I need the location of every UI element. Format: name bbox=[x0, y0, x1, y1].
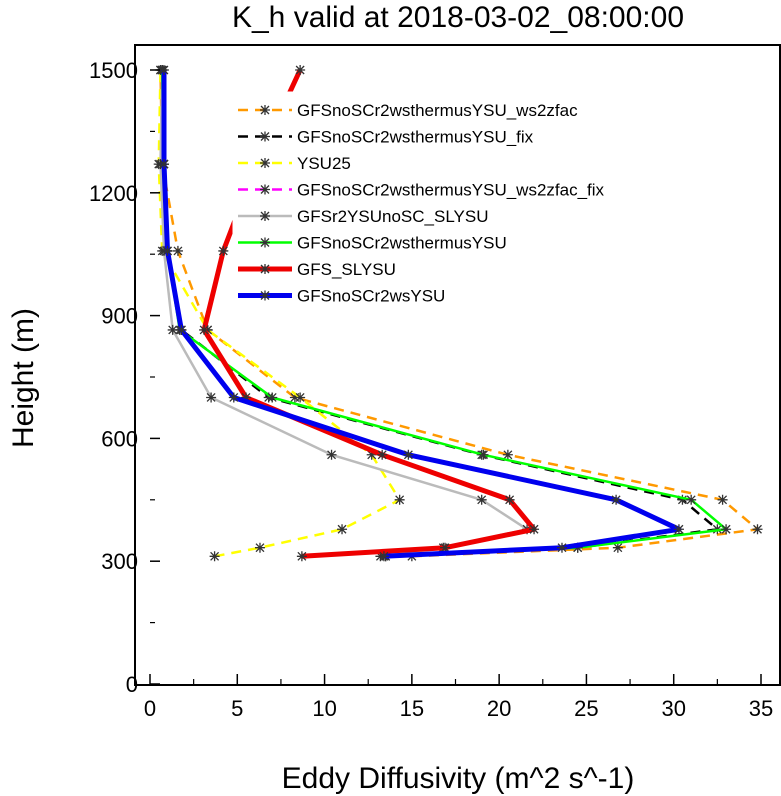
legend-label: GFSnoSCr2wsYSU bbox=[297, 287, 445, 306]
data-point bbox=[394, 494, 405, 505]
y-tick-label: 0 bbox=[126, 672, 138, 697]
legend-marker bbox=[260, 184, 270, 195]
y-tick-label: 1200 bbox=[89, 181, 138, 206]
x-tick-label: 0 bbox=[144, 696, 156, 721]
data-point bbox=[611, 494, 622, 505]
data-point bbox=[295, 392, 306, 403]
data-point bbox=[440, 542, 451, 553]
series-line-GFSnoSCr2wsYSU bbox=[161, 70, 682, 559]
data-point bbox=[206, 392, 217, 403]
x-tick-label: 10 bbox=[312, 696, 336, 721]
legend-label: GFSnoSCr2wsthermusYSU_ws2zfac bbox=[297, 101, 578, 120]
data-point bbox=[403, 449, 414, 460]
data-point bbox=[612, 542, 623, 553]
data-point bbox=[172, 245, 183, 256]
data-point bbox=[267, 392, 278, 403]
x-axis-label: Eddy Diffusivity (m^2 s^-1) bbox=[282, 762, 635, 795]
legend-marker bbox=[260, 105, 270, 115]
data-point bbox=[326, 449, 337, 460]
data-point bbox=[378, 551, 389, 562]
y-tick-label: 600 bbox=[101, 426, 138, 451]
data-point bbox=[752, 524, 763, 535]
data-point bbox=[158, 159, 169, 170]
y-tick-label: 300 bbox=[101, 549, 138, 574]
y-tick-label: 1500 bbox=[89, 58, 138, 83]
legend-label: GFSnoSCr2wsthermusYSU bbox=[297, 234, 507, 253]
x-tick-label: 25 bbox=[574, 696, 598, 721]
legend-label: YSU25 bbox=[297, 154, 351, 173]
data-point bbox=[199, 324, 210, 335]
data-point bbox=[218, 245, 229, 256]
data-point bbox=[289, 392, 300, 403]
y-axis-label: Height (m) bbox=[7, 308, 40, 448]
x-tick-label: 5 bbox=[231, 696, 243, 721]
data-point bbox=[228, 392, 239, 403]
x-tick-label: 15 bbox=[400, 696, 424, 721]
data-point bbox=[677, 494, 688, 505]
x-tick-label: 35 bbox=[749, 696, 773, 721]
data-point bbox=[158, 65, 169, 75]
data-point bbox=[241, 392, 252, 403]
legend-marker bbox=[260, 158, 270, 168]
data-point bbox=[476, 494, 487, 505]
series-line-YSU25 bbox=[157, 69, 401, 558]
legend-label: GFSnoSCr2wsthermusYSU_ws2zfac_fix bbox=[297, 181, 605, 200]
data-point bbox=[162, 245, 173, 256]
data-point bbox=[167, 324, 178, 335]
data-point bbox=[176, 324, 187, 335]
plot-frame bbox=[134, 44, 781, 686]
data-point bbox=[209, 551, 220, 562]
legend-label: GFSr2YSUnoSC_SLYSU bbox=[297, 207, 488, 226]
data-point bbox=[254, 542, 265, 553]
data-point bbox=[721, 524, 732, 535]
data-point bbox=[673, 524, 684, 535]
y-tick-label: 900 bbox=[101, 304, 138, 329]
data-point bbox=[366, 449, 377, 460]
data-point bbox=[296, 551, 307, 562]
legend-marker bbox=[260, 211, 270, 221]
data-point bbox=[295, 65, 306, 75]
legend-marker bbox=[260, 237, 270, 248]
legend-box bbox=[232, 91, 671, 305]
data-point bbox=[686, 494, 697, 505]
data-point bbox=[556, 542, 567, 553]
legend-label: GFSnoSCr2wsthermusYSU_fix bbox=[297, 128, 534, 147]
data-point bbox=[717, 494, 728, 505]
data-point bbox=[478, 449, 489, 460]
x-tick-label: 20 bbox=[487, 696, 511, 721]
x-tick-label: 30 bbox=[661, 696, 685, 721]
data-point bbox=[337, 524, 348, 535]
series-line-GFSnoSCr2wsthermusYSU_ws2zfac bbox=[159, 69, 759, 558]
chart-title: K_h valid at 2018-03-02_08:00:00 bbox=[232, 1, 684, 34]
legend-marker bbox=[260, 264, 270, 274]
legend-marker bbox=[260, 290, 270, 301]
legend: GFSnoSCr2wsthermusYSU_ws2zfac GFSnoSCr2ws… bbox=[232, 91, 671, 306]
y-axis: 0 300 600 900 1200 1500 bbox=[89, 58, 160, 697]
legend-label: GFS_SLYSU bbox=[297, 260, 396, 279]
data-point bbox=[377, 449, 388, 460]
data-point bbox=[529, 524, 540, 535]
legend-marker bbox=[260, 131, 270, 142]
data-point bbox=[502, 449, 513, 460]
data-point bbox=[504, 494, 515, 505]
x-axis: 0 5 10 15 20 25 30 35 bbox=[144, 674, 773, 721]
